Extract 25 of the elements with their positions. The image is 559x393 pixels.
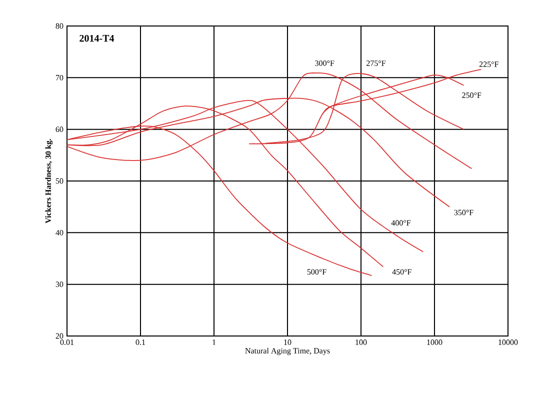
y-tick-label: 80 — [56, 23, 64, 29]
annotation: 500°F — [307, 269, 326, 275]
y-tick-label: 70 — [56, 74, 64, 80]
x-tick-label: 0.1 — [136, 340, 146, 345]
x-tick-label: 0.01 — [60, 340, 74, 345]
x-tick-label: 10 — [284, 340, 292, 345]
y-axis-title: Vickers Hardness, 30 kg. — [45, 138, 53, 224]
x-tick-label: 1000 — [427, 340, 442, 345]
annotation: 275°F — [366, 60, 386, 66]
y-tick-label: 60 — [56, 126, 64, 132]
y-tick-label: 50 — [56, 178, 64, 184]
annotation: 2014-T4 — [80, 34, 114, 42]
x-axis-title: Natural Aging Time, Days — [245, 348, 330, 356]
x-tick-label: 10000 — [498, 340, 518, 345]
annotation: 225°F — [479, 62, 498, 67]
annotation: 300°F — [315, 60, 334, 66]
annotation: 400°F — [391, 220, 411, 226]
y-tick-label: 40 — [56, 230, 64, 236]
annotation: 350°F — [454, 210, 474, 216]
x-tick-label: 1 — [212, 340, 216, 345]
y-tick-label: 20 — [56, 333, 64, 339]
x-tick-label: 100 — [356, 340, 367, 345]
annotation: 250°F — [462, 92, 482, 98]
annotation: 450°F — [392, 269, 412, 275]
y-tick-label: 30 — [56, 282, 64, 288]
